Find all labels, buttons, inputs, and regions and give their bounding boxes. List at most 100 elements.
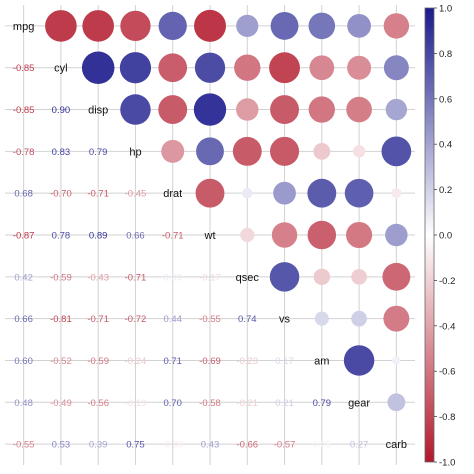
circle-drat-vs: [273, 181, 296, 205]
circle-qsec-gear: [351, 268, 367, 285]
label-am: am: [314, 355, 329, 367]
coef-wt-drat: -0.71: [162, 231, 184, 242]
circle-am-gear: [343, 345, 375, 376]
circle-am-carb: [392, 356, 401, 365]
coef-gear-wt: -0.58: [199, 398, 221, 409]
coef-gear-drat: 0.70: [163, 398, 182, 409]
coef-carb-am: 0.06: [313, 440, 332, 451]
coef-drat-cyl: -0.70: [50, 189, 72, 200]
circle-mpg-qsec: [236, 14, 259, 38]
circle-drat-carb: [391, 188, 402, 199]
coef-carb-vs: -0.57: [274, 440, 296, 451]
circle-vs-carb: [383, 305, 410, 332]
colorbar-tick-label: 0.6: [439, 94, 452, 105]
coef-carb-disp: 0.39: [89, 440, 108, 451]
label-disp: disp: [88, 105, 108, 117]
coefficient-labels: -0.85 -0.85 0.90 -0.78 0.83 0.79 0.68 -0.70 -0.7…: [13, 63, 369, 450]
circle-cyl-carb: [383, 55, 409, 81]
coef-drat-mpg: 0.68: [14, 189, 33, 200]
coef-am-mpg: 0.60: [14, 356, 33, 367]
circle-mpg-carb: [383, 13, 410, 39]
colorbar-tick-label: 0.8: [439, 49, 452, 60]
coef-vs-qsec: 0.74: [238, 314, 257, 325]
circle-mpg-disp: [82, 10, 114, 42]
coef-carb-mpg: -0.55: [13, 440, 35, 451]
circle-hp-am: [313, 142, 331, 160]
circle-qsec-vs: [269, 262, 300, 292]
label-vs: vs: [279, 314, 291, 326]
circle-cyl-hp: [119, 52, 152, 84]
circle-mpg-drat: [158, 11, 187, 41]
colorbar-tick-label: -0.8: [439, 412, 455, 423]
coef-hp-mpg: -0.78: [13, 147, 35, 158]
circle-mpg-hp: [120, 10, 151, 42]
circle-disp-drat: [158, 95, 188, 124]
coef-qsec-cyl: -0.59: [50, 272, 72, 283]
coef-carb-drat: -0.09: [162, 440, 184, 451]
circle-wt-am: [307, 220, 337, 250]
coef-gear-qsec: -0.21: [236, 398, 258, 409]
coef-carb-wt: 0.43: [201, 440, 220, 451]
circle-drat-am: [307, 178, 337, 208]
circle-disp-carb: [385, 98, 408, 121]
coef-gear-mpg: 0.48: [14, 398, 33, 409]
variable-labels: mpg cyl disp hp drat wt qsec vs am gear carb: [13, 21, 407, 451]
coef-disp-cyl: 0.90: [52, 105, 71, 116]
coef-am-wt: -0.69: [199, 356, 221, 367]
coef-wt-mpg: -0.87: [13, 231, 35, 242]
circle-disp-wt: [193, 93, 227, 126]
circle-disp-hp: [120, 94, 151, 125]
colorbar-tick-label: -1.0: [439, 458, 455, 469]
coef-gear-vs: 0.21: [275, 398, 294, 409]
coef-am-cyl: -0.52: [50, 356, 72, 367]
circle-wt-qsec: [240, 227, 255, 243]
coef-vs-drat: 0.44: [163, 314, 182, 325]
circle-mpg-gear: [347, 14, 371, 38]
circle-hp-carb: [381, 136, 412, 167]
coef-hp-cyl: 0.83: [52, 147, 71, 158]
circle-drat-wt: [195, 178, 225, 208]
coef-am-vs: 0.17: [275, 356, 294, 367]
circle-disp-gear: [346, 96, 372, 123]
label-drat: drat: [163, 188, 182, 200]
coef-drat-disp: -0.71: [87, 189, 109, 200]
coef-gear-am: 0.79: [313, 398, 332, 409]
circle-cyl-wt: [194, 52, 226, 83]
colorbar-tick-label: -0.4: [439, 321, 455, 332]
coef-am-disp: -0.59: [87, 356, 109, 367]
coef-gear-disp: -0.56: [87, 398, 109, 409]
label-cyl: cyl: [54, 63, 67, 75]
coef-vs-disp: -0.71: [87, 314, 109, 325]
circle-drat-gear: [344, 178, 374, 208]
coef-vs-cyl: -0.81: [50, 314, 72, 325]
colorbar-tick-label: 0.2: [439, 185, 452, 196]
colorbar-tick-label: 1.0: [439, 4, 452, 15]
circle-vs-gear: [351, 310, 367, 327]
circle-hp-qsec: [232, 136, 262, 166]
coef-qsec-disp: -0.43: [87, 272, 109, 283]
circle-hp-gear: [352, 145, 366, 158]
circle-drat-qsec: [242, 188, 253, 199]
coef-qsec-hp: -0.71: [125, 272, 147, 283]
circle-hp-vs: [269, 136, 300, 166]
coef-qsec-mpg: 0.42: [14, 272, 33, 283]
circle-mpg-am: [308, 12, 336, 40]
circle-cyl-qsec: [234, 54, 261, 81]
coef-carb-gear: 0.27: [350, 440, 369, 451]
colorbar-tick-label: 0.0: [439, 231, 452, 242]
correlation-circles: [45, 9, 412, 412]
circle-disp-am: [308, 96, 335, 123]
coef-am-hp: -0.24: [125, 356, 147, 367]
coef-qsec-drat: 0.09: [163, 272, 182, 283]
circle-mpg-vs: [270, 11, 299, 40]
label-hp: hp: [129, 146, 141, 158]
coef-carb-hp: 0.75: [126, 440, 145, 451]
coef-drat-hp: -0.45: [125, 189, 147, 200]
coef-am-qsec: -0.23: [236, 356, 258, 367]
circle-mpg-wt: [194, 9, 226, 42]
circle-vs-am: [314, 311, 329, 326]
coef-carb-cyl: 0.53: [52, 440, 71, 451]
label-mpg: mpg: [13, 21, 34, 33]
coef-hp-disp: 0.79: [89, 147, 108, 158]
